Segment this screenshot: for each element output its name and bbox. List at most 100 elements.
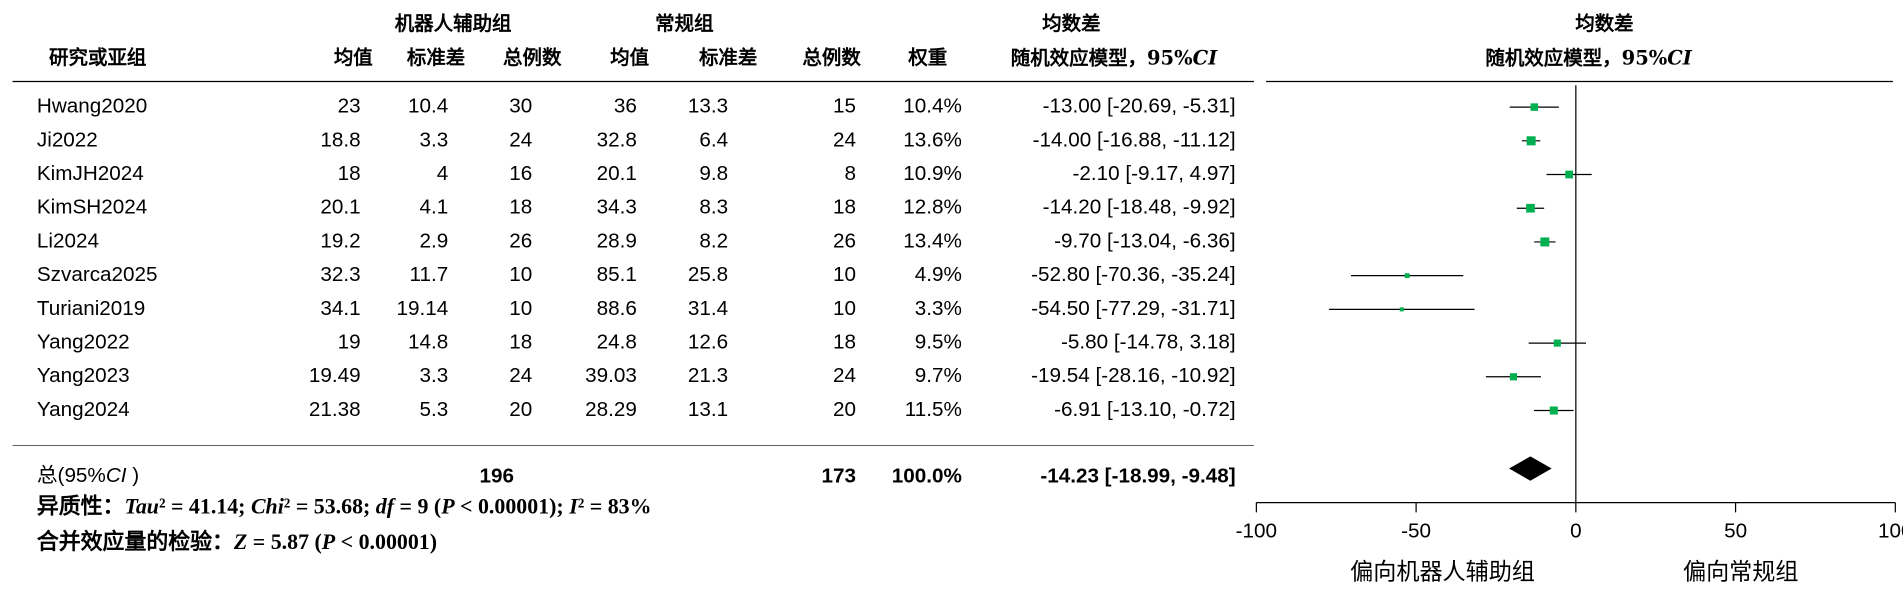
table-cell: 34.3 (597, 196, 637, 219)
table-cell: 10.4% (903, 95, 962, 118)
table-cell: 4.9% (915, 263, 962, 286)
estimate (1549, 406, 1558, 415)
table-cell: 26 (509, 229, 532, 252)
table-cell: 4.1 (420, 196, 449, 219)
table-cell: 18 (833, 331, 856, 354)
overall-label: -14.23 [-18.99, -9.48] (1040, 465, 1235, 488)
table-cell: 9.7% (915, 364, 962, 387)
table-cell: 5.3 (420, 398, 449, 421)
table-cell: 24 (509, 128, 532, 151)
estimate (1565, 170, 1574, 179)
table-cell: 18 (338, 162, 361, 185)
table-cell: 18 (833, 196, 856, 219)
heterogeneity-part: Chi (251, 494, 284, 519)
table-cell: 88.6 (597, 297, 637, 320)
table-cell: 11.5% (905, 398, 962, 421)
overall-test-part: P (321, 529, 336, 554)
heterogeneity-part: ² = 41.14; (159, 494, 251, 519)
effect-subheader-part: 随机效应模型，95% (1011, 46, 1193, 69)
heterogeneity-part: ² = 53.68; (284, 494, 376, 519)
total-label-part: 总(95% (37, 465, 106, 488)
estimate (1526, 203, 1535, 213)
table-cell: 30 (509, 95, 532, 118)
total-label-part: CI (106, 465, 127, 488)
heterogeneity-part: I (568, 494, 579, 519)
table-cell: 10 (833, 263, 856, 286)
table-cell: 21.38 (309, 398, 361, 421)
table-cell: 21.3 (688, 364, 728, 387)
table-cell: 18.8 (320, 128, 360, 151)
table-cell: 12.6 (688, 331, 728, 354)
study-name: Ji2022 (37, 128, 98, 151)
x-label: 偏向常规组 (1683, 558, 1799, 584)
table-cell: 25.8 (688, 263, 728, 286)
table-cell: 24 (833, 364, 856, 387)
total-weight: 100.0% (892, 465, 962, 488)
table-cell: 10.9% (903, 162, 962, 185)
table-cell: 19.49 (309, 364, 361, 387)
table-cell: 31.4 (688, 297, 728, 320)
study-name: Hwang2020 (37, 95, 147, 118)
study-name: Szvarca2025 (37, 263, 158, 286)
estimate (1540, 237, 1550, 247)
column-header: 研究或亚组 (49, 46, 147, 69)
ci-label: -14.20 [-18.48, -9.92] (1043, 196, 1236, 219)
effect-header: 均数差 (1042, 12, 1100, 35)
table-cell: 9.5% (915, 331, 962, 354)
table-cell: 19 (338, 331, 361, 354)
study-name: Li2024 (37, 229, 99, 252)
table-cell: 23 (338, 95, 361, 118)
table-cell: 8 (844, 162, 856, 185)
table-cell: 32.3 (320, 263, 360, 286)
table-cell: 28.9 (597, 229, 637, 252)
table-cell: 24 (509, 364, 532, 387)
overall-diamond (1509, 456, 1552, 481)
heterogeneity-part: 异质性： (37, 494, 125, 519)
table-cell: 36 (614, 95, 637, 118)
table-cell: 4 (437, 162, 448, 185)
overall-test-part: < 0.00001) (335, 529, 437, 554)
x-tick-label: 50 (1724, 519, 1747, 542)
group-header: 机器人辅助组 (395, 12, 512, 35)
column-header: 标准差 (698, 46, 757, 69)
chart-subtitle-part: CI (1667, 46, 1692, 69)
heterogeneity: 异质性：Tau² = 41.14; Chi² = 53.68; df = 9 (… (37, 494, 652, 519)
estimate (1509, 373, 1517, 381)
chart-subtitle: 随机效应模型，95%CI (1485, 46, 1692, 69)
total-label: 总(95%CI ) (37, 465, 139, 488)
table-cell: 24 (833, 128, 856, 151)
study-name: Yang2024 (37, 398, 130, 421)
estimate (1553, 339, 1561, 347)
x-tick-label: 100 (1878, 519, 1903, 542)
ci-label: -52.80 [-70.36, -35.24] (1031, 263, 1236, 286)
table-cell: 10 (509, 263, 532, 286)
effect-subheader-part: CI (1193, 46, 1218, 69)
heterogeneity-part: df (376, 494, 397, 519)
heterogeneity-part: Tau (124, 494, 158, 519)
table-cell: 8.2 (699, 229, 728, 252)
estimate (1404, 273, 1410, 279)
ci-label: -54.50 [-77.29, -31.71] (1031, 297, 1236, 320)
column-header: 权重 (907, 46, 947, 69)
column-header: 均值 (610, 46, 649, 69)
table-cell: 20.1 (597, 162, 637, 185)
study-name: Yang2022 (37, 331, 130, 354)
x-tick-label: -50 (1401, 519, 1431, 542)
table-cell: 39.03 (585, 364, 637, 387)
table-cell: 20 (509, 398, 532, 421)
table-cell: 15 (833, 95, 856, 118)
heterogeneity-part: = 9 ( (394, 494, 441, 519)
study-name: Yang2023 (37, 364, 130, 387)
table-cell: 19.14 (397, 297, 449, 320)
heterogeneity-part: < 0.00001); (455, 494, 570, 519)
x-tick-label: -100 (1236, 519, 1277, 542)
table-cell: 85.1 (597, 263, 637, 286)
ci-label: -19.54 [-28.16, -10.92] (1031, 364, 1236, 387)
ci-label: -6.91 [-13.10, -0.72] (1054, 398, 1236, 421)
table-cell: 20.1 (320, 196, 360, 219)
table-cell: 18 (509, 196, 532, 219)
study-name: KimJH2024 (37, 162, 144, 185)
x-tick-label: 0 (1570, 519, 1582, 542)
total-n: 196 (479, 465, 514, 488)
